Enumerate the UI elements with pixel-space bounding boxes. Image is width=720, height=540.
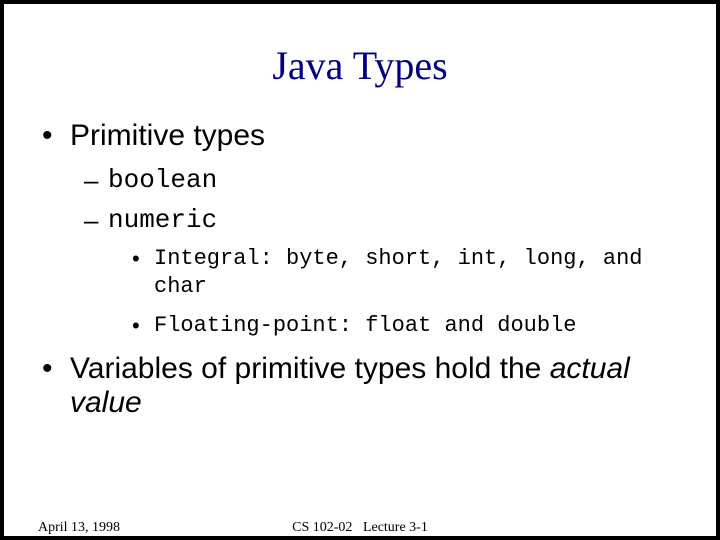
bullet-primitive-types: Primitive types — [42, 119, 678, 153]
bullet-boolean: boolean — [84, 165, 678, 195]
bullet-variables-hold: Variables of primitive types hold the ac… — [42, 352, 678, 420]
bullet-variables-prefix: Variables of primitive types hold the — [70, 352, 550, 385]
footer-lecture: Lecture 3-1 — [363, 520, 428, 535]
footer-course: CS 102-02 — [292, 520, 352, 535]
bullet-numeric: numeric — [84, 205, 678, 235]
footer-center: CS 102-02 Lecture 3-1 — [4, 520, 716, 536]
bullet-integral: Integral: byte, short, int, long, and ch… — [132, 245, 678, 300]
slide-content: Primitive types boolean numeric Integral… — [4, 119, 716, 420]
slide-frame: Java Types Primitive types boolean numer… — [0, 0, 720, 540]
bullet-floating-point: Floating-point: float and double — [132, 312, 678, 340]
slide-title: Java Types — [4, 42, 716, 89]
